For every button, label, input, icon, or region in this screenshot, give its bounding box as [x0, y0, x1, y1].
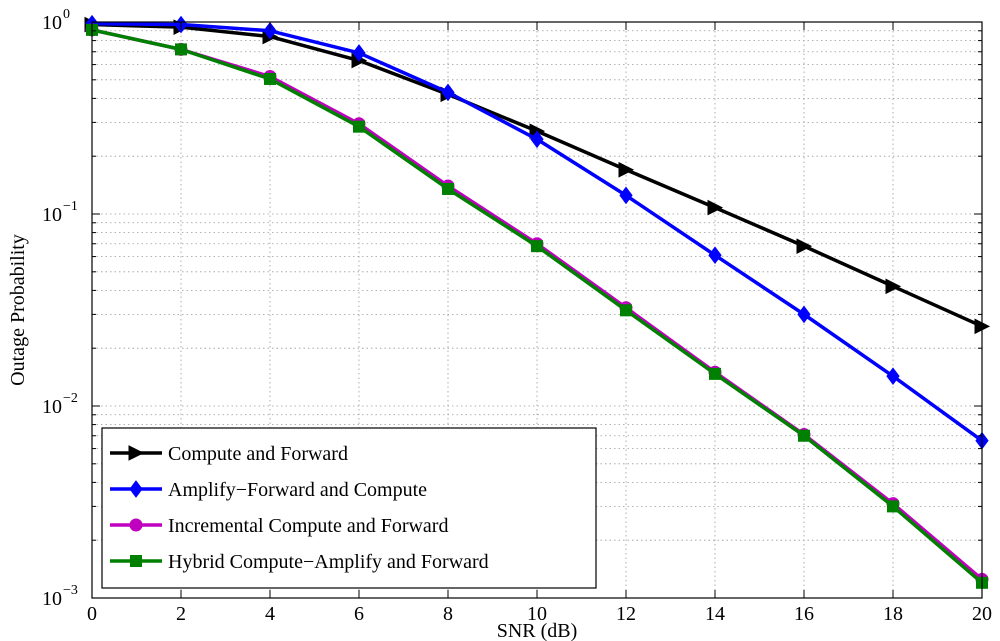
y-tick-exponent: 0	[63, 7, 70, 22]
legend-entry-1: Amplify−Forward and Compute	[110, 479, 427, 501]
legend-label: Hybrid Compute−Amplify and Forward	[168, 551, 489, 573]
y-tick-exponent: −3	[63, 583, 78, 598]
x-tick-label: 4	[265, 603, 275, 625]
data-point	[175, 43, 187, 56]
y-tick-exponent: −2	[63, 391, 78, 406]
series-1	[85, 14, 989, 450]
data-point	[264, 72, 276, 85]
x-tick-label: 18	[883, 603, 903, 625]
legend: Compute and Forward Amplify−Forward and C…	[101, 427, 597, 589]
x-tick-label: 12	[616, 603, 636, 625]
y-tick-label: 10	[42, 12, 62, 34]
legend-marker	[129, 480, 143, 498]
legend-marker	[130, 555, 142, 567]
data-point	[707, 199, 724, 216]
data-point	[618, 161, 635, 178]
data-point	[796, 238, 813, 254]
data-point	[442, 182, 454, 195]
x-tick-label: 14	[705, 603, 725, 625]
legend-marker	[128, 445, 145, 461]
y-tick-label: 10	[42, 396, 62, 418]
data-point	[441, 83, 455, 102]
data-point	[886, 367, 900, 386]
data-point	[885, 278, 902, 295]
data-point	[530, 130, 544, 149]
legend-box	[101, 427, 597, 589]
data-point	[798, 429, 810, 442]
data-point	[352, 44, 366, 62]
y-tick-label: 10	[42, 588, 62, 610]
x-tick-label: 2	[176, 603, 186, 625]
legend-label: Amplify−Forward and Compute	[168, 479, 427, 501]
x-tick-label: 6	[354, 603, 364, 625]
y-tick-label: 10	[42, 204, 62, 226]
data-point	[709, 367, 721, 380]
legend-label: Compute and Forward	[168, 443, 348, 465]
y-axis-label: Outage Probability	[7, 234, 29, 386]
legend-label: Incremental Compute and Forward	[168, 515, 448, 537]
legend-entry-3: Hybrid Compute−Amplify and Forward	[110, 551, 489, 573]
series-3	[86, 23, 988, 589]
data-point	[887, 500, 899, 513]
x-tick-label: 0	[87, 603, 97, 625]
legend-marker	[129, 518, 143, 532]
x-tick-label: 16	[794, 603, 814, 625]
x-tick-label: 8	[443, 603, 453, 625]
legend-entry-0: Compute and Forward	[110, 443, 348, 465]
series-layer	[84, 14, 991, 589]
y-tick-exponent: −1	[63, 199, 78, 214]
data-point	[620, 304, 632, 317]
x-tick-label: 10	[527, 603, 547, 625]
data-point	[353, 120, 365, 133]
data-point	[619, 186, 633, 205]
data-point	[797, 305, 811, 324]
x-tick-label: 20	[972, 603, 992, 625]
data-point	[531, 240, 543, 253]
data-point	[263, 21, 277, 40]
x-axis-label: SNR (dB)	[497, 620, 578, 641]
legend-entry-2: Incremental Compute and Forward	[110, 515, 448, 537]
data-point	[708, 246, 722, 265]
